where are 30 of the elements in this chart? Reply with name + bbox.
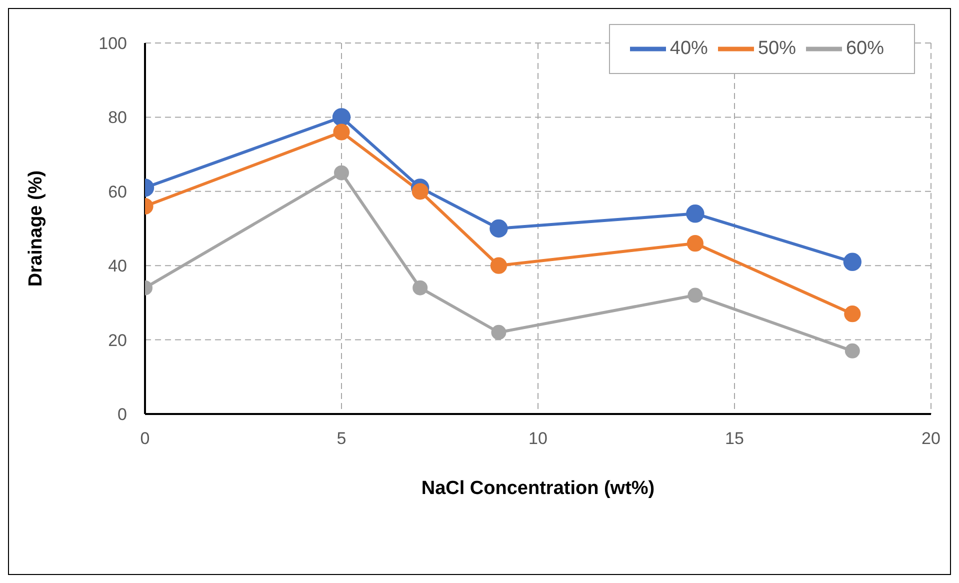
legend-label: 40% [670,38,708,60]
x-tick-label: 20 [922,429,940,448]
point [490,219,508,238]
x-axis-title: NaCl Concentration (wt%) [421,478,655,499]
y-tick-label: 80 [108,108,127,128]
x-tick-label: 15 [725,429,744,448]
y-tick-label: 40 [108,256,127,276]
point [412,280,428,296]
y-tick-label: 60 [108,182,127,202]
point [333,124,350,140]
point [412,183,428,200]
point [491,324,506,340]
point [332,108,351,126]
x-tick-label: 5 [336,429,346,448]
x-tick-label: 0 [140,429,150,448]
point [843,252,862,271]
point [844,343,860,358]
legend-label: 60% [846,38,884,60]
point [686,204,704,223]
point [688,288,703,303]
y-tick-label: 20 [108,330,127,350]
x-tick-label: 10 [528,429,548,448]
point [490,257,507,274]
point [334,165,349,180]
y-tick-label: 100 [98,34,127,54]
y-tick-label: 0 [118,405,127,424]
point [686,235,704,252]
point [844,306,861,322]
legend-label: 50% [758,38,796,60]
y-axis-title: Drainage (%) [26,170,47,287]
